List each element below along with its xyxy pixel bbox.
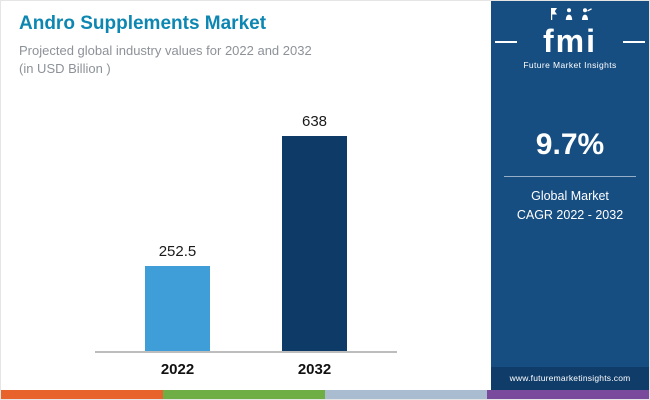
logo-company-name: Future Market Insights — [523, 60, 617, 70]
logo-wordmark: fmi — [543, 23, 597, 59]
content-row: Andro Supplements Market Projected globa… — [1, 1, 649, 391]
logo-icons — [548, 8, 592, 25]
chart-panel: Andro Supplements Market Projected globa… — [1, 1, 491, 391]
logo-left-line — [495, 40, 518, 43]
chart-header: Andro Supplements Market Projected globa… — [1, 1, 491, 77]
bottom-color-strip — [1, 390, 649, 399]
cagr-label: Global Market CAGR 2022 - 2032 — [517, 187, 623, 226]
x-axis-label: 2022 — [160, 361, 195, 379]
fmi-logo: fmi Future Market Insights — [495, 8, 645, 70]
bar-group: 638 — [282, 113, 347, 352]
bar-chart: 252.5 638 2022 2032 — [1, 111, 491, 390]
strip-segment — [163, 390, 325, 399]
subtitle-line-2: (in USD Billion ) — [19, 60, 111, 76]
logo-person-icon — [564, 7, 574, 25]
bar-group: 252.5 — [145, 243, 210, 352]
strip-segment — [1, 390, 163, 399]
page-title: Andro Supplements Market — [19, 13, 267, 34]
x-axis-labels: 2022 2032 — [145, 361, 347, 378]
website-url: www.futuremarketinsights.com — [491, 367, 649, 391]
cagr-value: 9.7% — [535, 128, 605, 161]
bar-plot: 252.5 638 — [95, 111, 397, 354]
logo-flag-person-icon — [548, 7, 558, 25]
logo-right-line — [622, 40, 645, 43]
logo-explorer-icon — [580, 7, 592, 25]
cagr-label-line-2: CAGR 2022 - 2032 — [516, 208, 624, 223]
bar-value-label: 638 — [301, 113, 328, 131]
logo-center: fmi Future Market Insights — [523, 8, 617, 70]
chart-subtitle: Projected global industry values for 202… — [19, 42, 491, 77]
x-axis-label: 2032 — [297, 361, 332, 379]
cagr-label-line-1: Global Market — [531, 189, 609, 203]
strip-segment — [487, 390, 649, 399]
brand-sidebar: fmi Future Market Insights 9.7% Global M… — [491, 1, 649, 391]
cagr-divider — [504, 176, 636, 177]
bar-value-label: 252.5 — [158, 243, 197, 261]
subtitle-line-1: Projected global industry values for 202… — [19, 43, 312, 58]
strip-segment — [325, 390, 487, 399]
bar-2022 — [145, 266, 210, 352]
bar-2032 — [282, 136, 347, 352]
